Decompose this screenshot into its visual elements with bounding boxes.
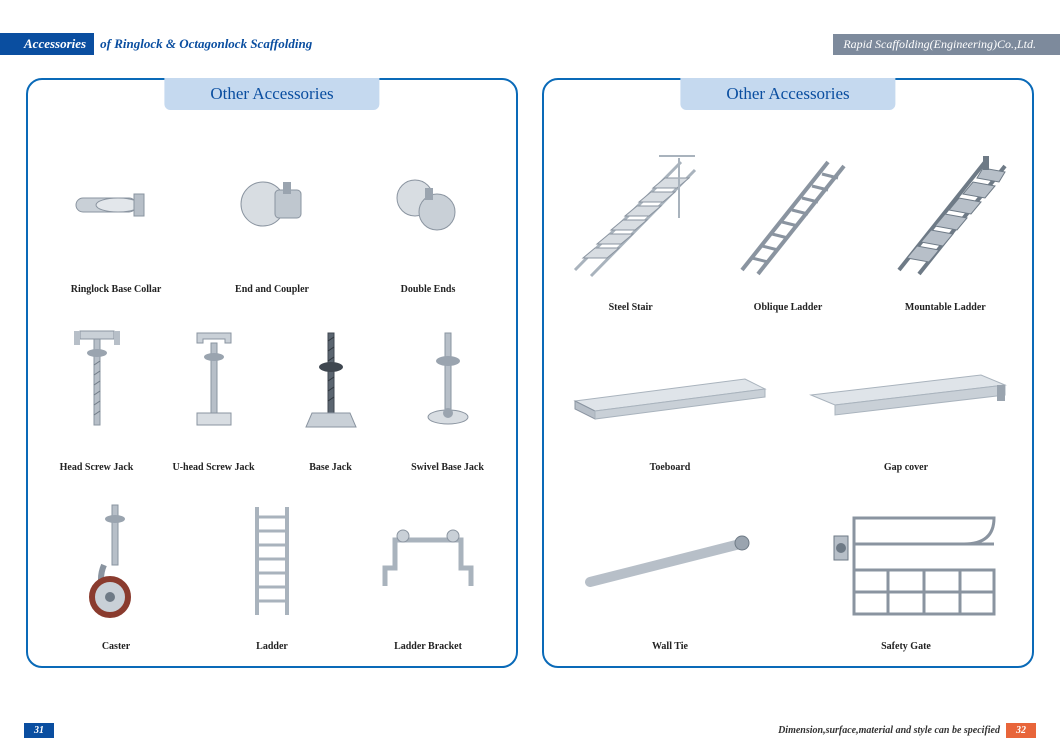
item-caster: Caster [38,487,194,666]
catalog-spread: Other Accessories Ringlock Base Collar [0,60,1060,668]
item-base-jack: Base Jack [272,309,389,488]
right-panel: Other Accessories Steel Stair [542,78,1034,668]
label: Ringlock Base Collar [71,284,162,295]
caster-icon [76,501,156,621]
item-ladder: Ladder [194,487,350,666]
ladder-icon [237,501,307,621]
gap-cover-icon [801,351,1011,431]
item-double-ends: Double Ends [350,130,506,309]
item-head-screw-jack: Head Screw Jack [38,309,155,488]
head-screw-jack-icon [62,327,132,437]
item-u-head-screw-jack: U-head Screw Jack [155,309,272,488]
u-head-screw-jack-icon [179,327,249,437]
ladder-bracket-icon [373,516,483,606]
label: Gap cover [884,462,928,473]
item-wall-tie: Wall Tie [552,487,788,666]
page-number-right: 32 [1006,723,1036,738]
label: Swivel Base Jack [411,462,484,473]
label: Toeboard [650,462,691,473]
header-left-rest: of Ringlock & Octagonlock Scaffolding [94,36,312,52]
label: Ladder [256,641,288,652]
label: Safety Gate [881,641,931,652]
label: Head Screw Jack [60,462,134,473]
label: Wall Tie [652,641,688,652]
left-panel-title: Other Accessories [164,78,379,110]
item-gap-cover: Gap cover [788,327,1024,488]
ringlock-base-collar-icon [66,164,166,244]
item-toeboard: Toeboard [552,327,788,488]
item-mountable-ladder: Mountable Ladder [867,130,1024,327]
toeboard-icon [565,351,775,431]
label: Mountable Ladder [905,302,986,313]
item-steel-stair: Steel Stair [552,130,709,327]
end-and-coupler-icon [227,164,317,244]
footer: 31 Dimension,surface,material and style … [0,723,1060,738]
label: Oblique Ladder [754,302,823,313]
wall-tie-icon [570,516,770,606]
label: U-head Screw Jack [172,462,254,473]
header-left: Accessories of Ringlock & Octagonlock Sc… [0,33,312,55]
item-ladder-bracket: Ladder Bracket [350,487,506,666]
steel-stair-icon [561,148,701,278]
label: End and Coupler [235,284,309,295]
header-left-highlight: Accessories [0,33,94,55]
double-ends-icon [383,164,473,244]
item-ringlock-base-collar: Ringlock Base Collar [38,130,194,309]
item-end-and-coupler: End and Coupler [194,130,350,309]
label: Steel Stair [609,302,653,313]
header-bar: Accessories of Ringlock & Octagonlock Sc… [0,28,1060,60]
safety-gate-icon [806,496,1006,626]
oblique-ladder-icon [728,148,848,278]
item-oblique-ladder: Oblique Ladder [709,130,866,327]
item-safety-gate: Safety Gate [788,487,1024,666]
base-jack-icon [296,327,366,437]
left-panel: Other Accessories Ringlock Base Collar [26,78,518,668]
label: Ladder Bracket [394,641,462,652]
label: Caster [102,641,130,652]
label: Double Ends [401,284,456,295]
header-company: Rapid Scaffolding(Engineering)Co.,Ltd. [833,34,1060,55]
swivel-base-jack-icon [413,327,483,437]
label: Base Jack [309,462,352,473]
page-number-left: 31 [24,723,54,738]
right-panel-title: Other Accessories [680,78,895,110]
mountable-ladder-icon [885,148,1005,278]
footer-note: Dimension,surface,material and style can… [778,725,1000,736]
item-swivel-base-jack: Swivel Base Jack [389,309,506,488]
